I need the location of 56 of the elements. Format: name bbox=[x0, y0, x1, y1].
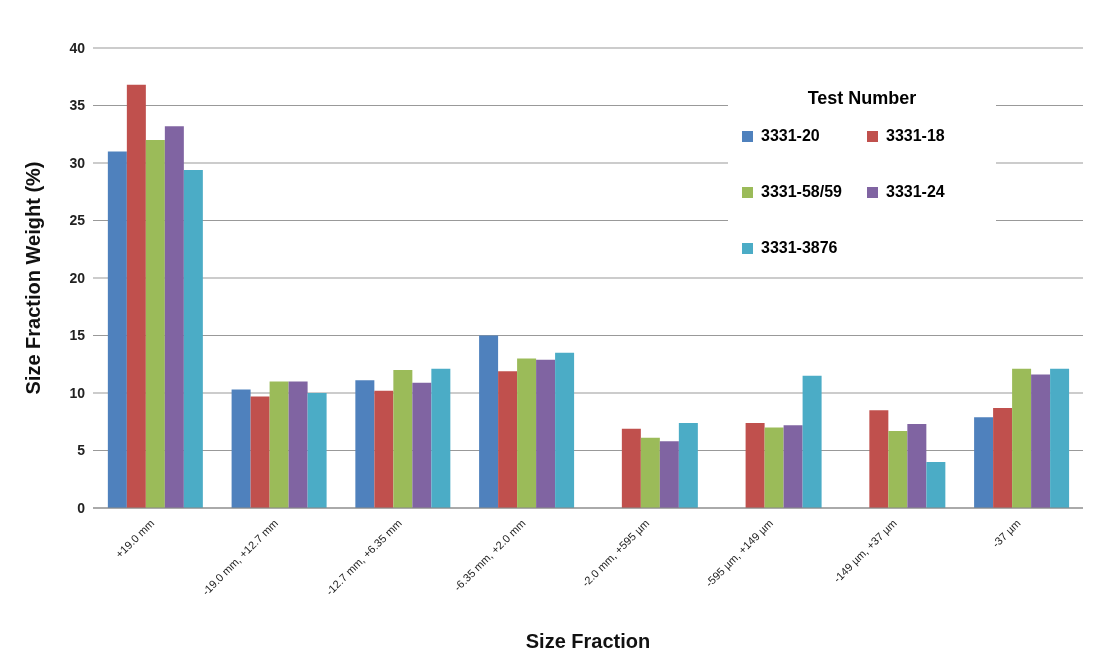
bar bbox=[498, 371, 518, 508]
bar bbox=[269, 381, 289, 508]
y-tick-label: 25 bbox=[69, 212, 86, 229]
bar bbox=[678, 422, 698, 508]
bar bbox=[164, 126, 184, 508]
y-tick-label: 20 bbox=[69, 269, 86, 286]
bar bbox=[802, 375, 822, 508]
bar bbox=[374, 390, 394, 508]
y-axis-title: Size Fraction Weight (%) bbox=[22, 161, 45, 395]
bar bbox=[355, 380, 375, 508]
bar bbox=[974, 417, 994, 508]
bar bbox=[926, 462, 946, 508]
x-axis-title: Size Fraction bbox=[525, 630, 651, 652]
bar bbox=[993, 407, 1013, 508]
legend-label: 3331-58/59 bbox=[761, 183, 842, 201]
legend-label: 3331-3876 bbox=[761, 239, 838, 257]
bar bbox=[183, 169, 203, 508]
y-tick-label: 5 bbox=[77, 442, 86, 459]
x-tick-label: -37 µm bbox=[989, 516, 1023, 550]
bar bbox=[145, 140, 165, 508]
bar bbox=[412, 382, 432, 508]
bar bbox=[764, 427, 784, 508]
bar bbox=[640, 437, 660, 508]
bar bbox=[783, 425, 803, 508]
bar bbox=[536, 359, 556, 508]
bar bbox=[431, 368, 451, 508]
bar bbox=[393, 370, 413, 508]
y-tick-label: 10 bbox=[69, 384, 86, 401]
legend-label: 3331-24 bbox=[886, 183, 945, 201]
legend-label: 3331-20 bbox=[761, 127, 820, 145]
bar bbox=[307, 393, 327, 508]
bar bbox=[250, 396, 270, 508]
bar bbox=[479, 335, 499, 508]
bar bbox=[555, 352, 575, 508]
bar bbox=[517, 358, 537, 508]
x-tick-label: -149 µm, +37 µm bbox=[830, 516, 899, 585]
bar bbox=[1050, 368, 1070, 508]
bar bbox=[1012, 368, 1032, 508]
bar bbox=[107, 151, 127, 508]
bar bbox=[126, 84, 146, 508]
bar bbox=[745, 422, 765, 508]
bar bbox=[1031, 374, 1051, 508]
legend-label: 3331-18 bbox=[886, 127, 945, 145]
y-tick-label: 35 bbox=[69, 97, 86, 114]
y-tick-label: 0 bbox=[77, 499, 86, 516]
bar bbox=[621, 428, 641, 508]
y-tick-label: 15 bbox=[69, 327, 86, 344]
y-tick-label: 30 bbox=[69, 154, 86, 171]
y-tick-label: 40 bbox=[69, 39, 86, 56]
bar bbox=[907, 424, 927, 508]
legend-title: Test Number bbox=[806, 88, 918, 109]
bar bbox=[231, 389, 251, 508]
bar bbox=[288, 381, 308, 508]
bar bbox=[869, 410, 889, 508]
bar bbox=[888, 430, 908, 508]
bar bbox=[659, 441, 679, 508]
